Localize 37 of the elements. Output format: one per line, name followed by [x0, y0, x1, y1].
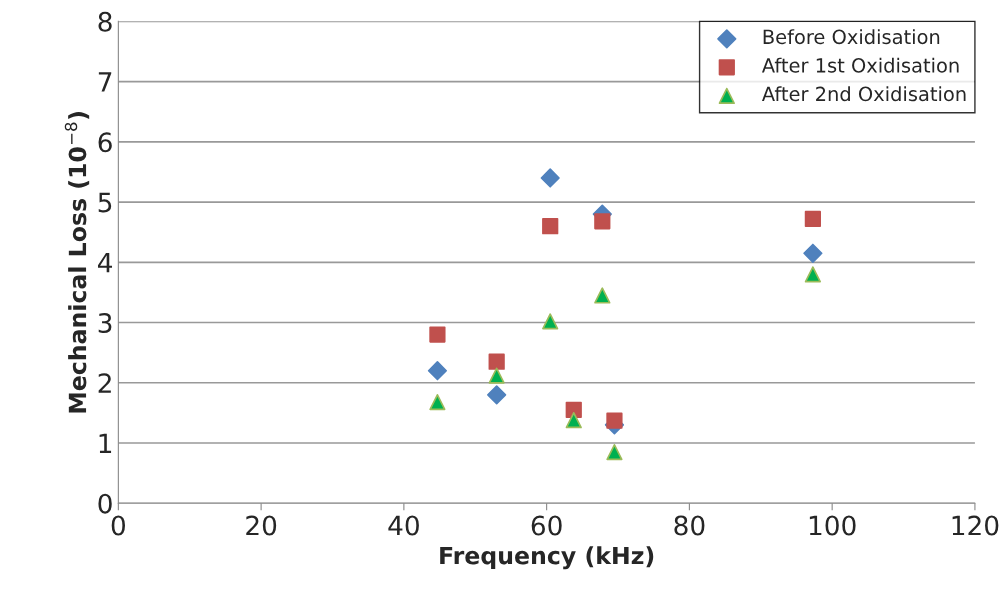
x-tick-label: 60 [531, 515, 562, 536]
x-tick-label: 40 [388, 515, 419, 536]
point [606, 443, 623, 461]
y-axis-title: Mechanical Loss (10$^{−8}$) [64, 112, 90, 413]
point [488, 353, 505, 370]
x-tick-label: 20 [246, 515, 277, 536]
point [429, 393, 446, 411]
point [803, 243, 823, 263]
point [594, 213, 611, 230]
y-tick-label: 2 [98, 373, 111, 393]
y-tick-label: 1 [99, 433, 112, 454]
y-tick-label: 5 [98, 192, 112, 213]
y-tick-label: 6 [98, 132, 112, 153]
point [565, 412, 582, 429]
point [427, 361, 448, 381]
x-tick-label: 80 [674, 515, 705, 536]
point [487, 385, 507, 405]
point [804, 266, 822, 283]
x-tick-label: 120 [952, 515, 999, 536]
legend-label: Before Oxidisation [763, 29, 940, 45]
legend-label: After 2nd Oxidisation [761, 86, 966, 102]
point [488, 367, 505, 384]
point [542, 218, 559, 235]
point [606, 412, 623, 429]
x-axis-title: Frequency (kHz) [440, 546, 654, 570]
point [540, 168, 560, 188]
point [594, 287, 611, 304]
y-tick-label: 4 [97, 253, 113, 273]
x-tick-label: 100 [809, 515, 856, 536]
y-tick-label: 8 [98, 11, 112, 32]
y-tick-label: 0 [98, 493, 112, 514]
legend-label: After 1st Oxidisation [761, 57, 959, 73]
point [804, 210, 822, 228]
y-tick-label: 3 [98, 312, 112, 333]
point [429, 326, 446, 343]
point [542, 313, 559, 330]
y-tick-label: 7 [98, 72, 112, 92]
